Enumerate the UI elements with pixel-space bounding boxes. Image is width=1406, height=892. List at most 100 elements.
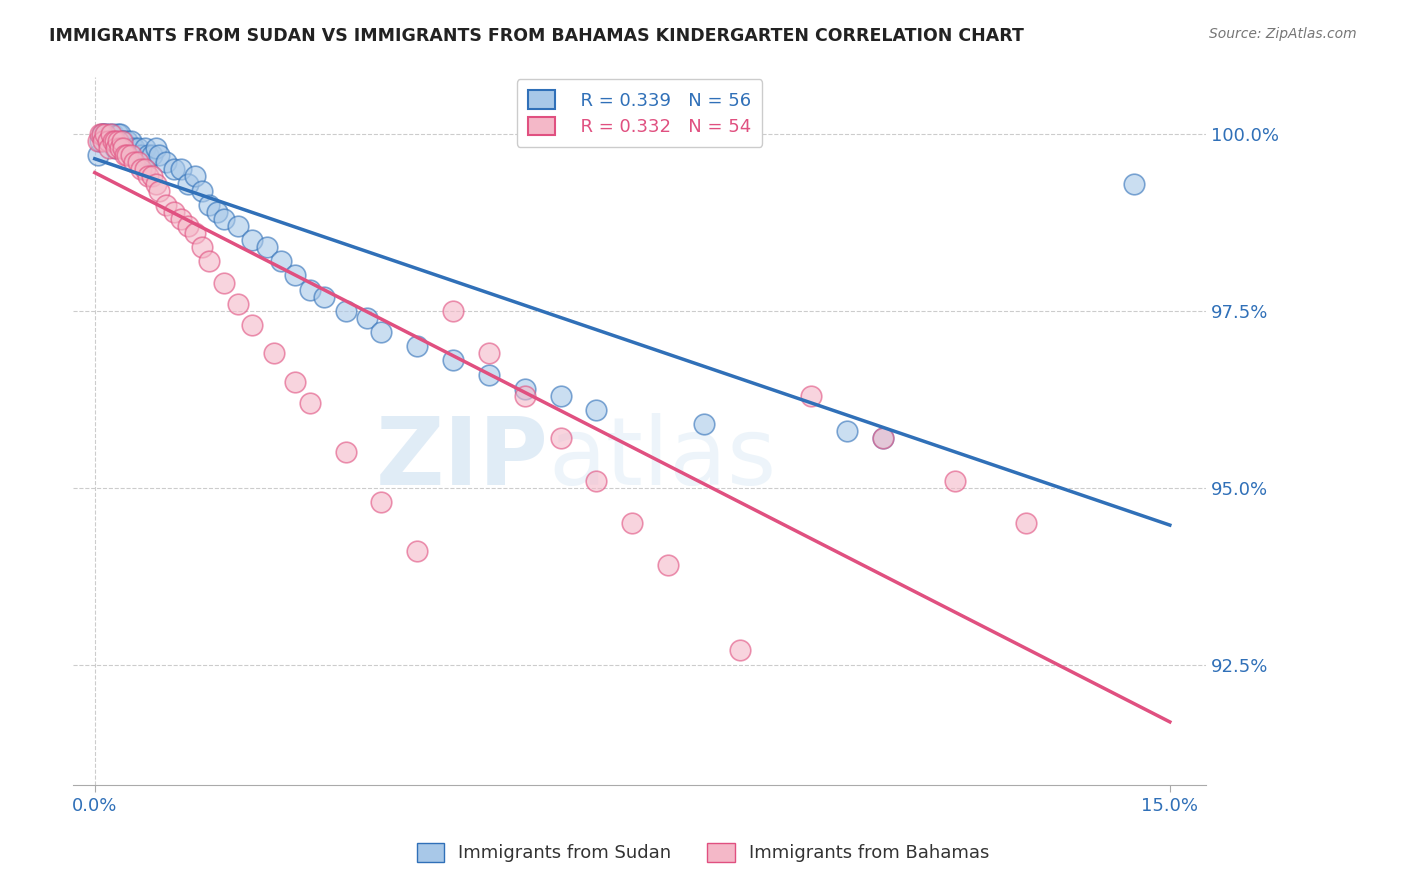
Point	[335, 445, 357, 459]
Point	[728, 643, 751, 657]
Point	[120, 148, 142, 162]
Point	[89, 134, 111, 148]
Point	[120, 134, 142, 148]
Point	[872, 431, 894, 445]
Point	[138, 169, 160, 184]
Point	[263, 346, 285, 360]
Point	[89, 127, 111, 141]
Point	[155, 155, 177, 169]
Legend: Immigrants from Sudan, Immigrants from Bahamas: Immigrants from Sudan, Immigrants from B…	[409, 836, 997, 870]
Point	[441, 353, 464, 368]
Point	[191, 184, 214, 198]
Point	[131, 148, 153, 162]
Point	[91, 134, 114, 148]
Point	[118, 141, 141, 155]
Point	[478, 368, 501, 382]
Point	[122, 141, 145, 155]
Point	[406, 339, 429, 353]
Point	[162, 204, 184, 219]
Point	[112, 141, 135, 155]
Point	[97, 134, 120, 148]
Point	[513, 389, 536, 403]
Point	[112, 134, 135, 148]
Point	[90, 127, 112, 141]
Point	[800, 389, 823, 403]
Point	[184, 226, 207, 240]
Point	[115, 134, 138, 148]
Point	[284, 268, 307, 283]
Point	[155, 198, 177, 212]
Point	[370, 325, 392, 339]
Point	[101, 134, 124, 148]
Point	[205, 204, 228, 219]
Point	[1015, 516, 1038, 530]
Point	[657, 558, 679, 573]
Point	[134, 162, 156, 177]
Point	[122, 155, 145, 169]
Point	[141, 169, 163, 184]
Point	[101, 127, 124, 141]
Point	[114, 148, 136, 162]
Point	[127, 155, 149, 169]
Point	[242, 233, 264, 247]
Point	[177, 219, 200, 233]
Point	[100, 134, 122, 148]
Point	[91, 127, 114, 141]
Point	[107, 127, 129, 141]
Point	[198, 198, 221, 212]
Point	[585, 403, 607, 417]
Point	[550, 389, 572, 403]
Point	[837, 424, 859, 438]
Point	[226, 297, 249, 311]
Point	[170, 211, 193, 226]
Point	[212, 211, 235, 226]
Legend:   R = 0.339   N = 56,   R = 0.332   N = 54: R = 0.339 N = 56, R = 0.332 N = 54	[517, 79, 762, 147]
Point	[298, 283, 321, 297]
Point	[105, 141, 128, 155]
Text: IMMIGRANTS FROM SUDAN VS IMMIGRANTS FROM BAHAMAS KINDERGARTEN CORRELATION CHART: IMMIGRANTS FROM SUDAN VS IMMIGRANTS FROM…	[49, 27, 1024, 45]
Point	[356, 310, 378, 325]
Point	[441, 303, 464, 318]
Text: atlas: atlas	[548, 413, 778, 506]
Point	[94, 127, 117, 141]
Point	[141, 148, 163, 162]
Point	[585, 474, 607, 488]
Text: Source: ZipAtlas.com: Source: ZipAtlas.com	[1209, 27, 1357, 41]
Point	[943, 474, 966, 488]
Point	[212, 276, 235, 290]
Point	[872, 431, 894, 445]
Point	[107, 134, 129, 148]
Point	[693, 417, 716, 431]
Point	[298, 396, 321, 410]
Point	[513, 382, 536, 396]
Point	[270, 254, 292, 268]
Point	[1123, 177, 1146, 191]
Point	[90, 127, 112, 141]
Point	[115, 148, 138, 162]
Point	[478, 346, 501, 360]
Point	[162, 162, 184, 177]
Point	[406, 544, 429, 558]
Point	[145, 141, 167, 155]
Point	[111, 134, 134, 148]
Point	[184, 169, 207, 184]
Point	[87, 148, 110, 162]
Point	[105, 134, 128, 148]
Point	[138, 148, 160, 162]
Point	[550, 431, 572, 445]
Point	[177, 177, 200, 191]
Point	[198, 254, 221, 268]
Point	[98, 127, 121, 141]
Point	[226, 219, 249, 233]
Point	[104, 134, 127, 148]
Point	[242, 318, 264, 332]
Point	[170, 162, 193, 177]
Point	[148, 184, 170, 198]
Point	[100, 127, 122, 141]
Point	[127, 141, 149, 155]
Point	[114, 141, 136, 155]
Text: ZIP: ZIP	[375, 413, 548, 506]
Point	[284, 375, 307, 389]
Point	[108, 127, 131, 141]
Point	[314, 290, 336, 304]
